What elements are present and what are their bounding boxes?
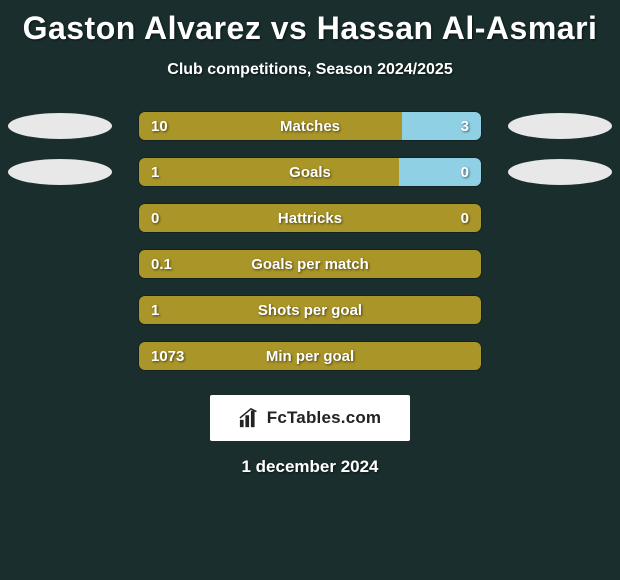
stat-row: 103Matches [0, 111, 620, 141]
stat-value-right: 3 [461, 112, 469, 140]
stat-rows: 103Matches10Goals00Hattricks0.1Goals per… [0, 111, 620, 371]
stat-bar: 103Matches [138, 111, 482, 141]
stat-value-right: 0 [461, 204, 469, 232]
team-badge-left [8, 159, 112, 185]
stat-bar: 1Shots per goal [138, 295, 482, 325]
stat-row: 00Hattricks [0, 203, 620, 233]
stat-value-left: 10 [151, 112, 168, 140]
stat-value-left: 0 [151, 204, 159, 232]
stat-value-left: 1 [151, 296, 159, 324]
player1-name: Gaston Alvarez [23, 10, 262, 46]
stat-bar: 0.1Goals per match [138, 249, 482, 279]
subtitle: Club competitions, Season 2024/2025 [0, 61, 620, 79]
bar-segment-left [139, 112, 402, 140]
team-badge-right [508, 113, 612, 139]
bar-segment-right [402, 112, 481, 140]
stat-value-left: 0.1 [151, 250, 172, 278]
player2-name: Hassan Al-Asmari [317, 10, 598, 46]
stat-bar: 1073Min per goal [138, 341, 482, 371]
bar-segment-left [139, 250, 481, 278]
team-badge-right [508, 159, 612, 185]
stat-value-left: 1073 [151, 342, 184, 370]
chart-icon [239, 408, 261, 428]
stat-row: 0.1Goals per match [0, 249, 620, 279]
stat-bar: 10Goals [138, 157, 482, 187]
stat-value-left: 1 [151, 158, 159, 186]
comparison-card: Gaston Alvarez vs Hassan Al-Asmari Club … [0, 0, 620, 580]
bar-segment-left [139, 158, 399, 186]
stat-value-right: 0 [461, 158, 469, 186]
logo-box[interactable]: FcTables.com [210, 395, 410, 441]
bar-segment-left [139, 296, 481, 324]
logo-text: FcTables.com [267, 408, 382, 428]
stat-row: 1Shots per goal [0, 295, 620, 325]
date-text: 1 december 2024 [0, 457, 620, 477]
stat-bar: 00Hattricks [138, 203, 482, 233]
bar-segment-left [139, 204, 481, 232]
vs-text: vs [271, 10, 308, 46]
stat-row: 10Goals [0, 157, 620, 187]
stat-row: 1073Min per goal [0, 341, 620, 371]
bar-segment-left [139, 342, 481, 370]
team-badge-left [8, 113, 112, 139]
page-title: Gaston Alvarez vs Hassan Al-Asmari [0, 0, 620, 47]
